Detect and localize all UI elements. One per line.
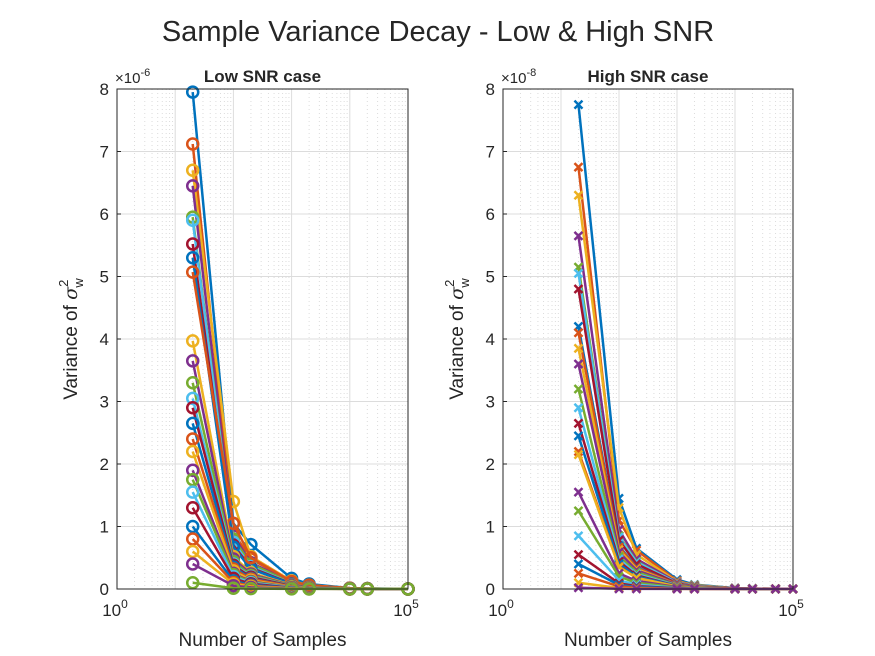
figure-title: Sample Variance Decay - Low & High SNR: [162, 16, 714, 48]
data-point-circle: [185, 391, 200, 406]
data-point-x: [573, 418, 584, 429]
data-point-x: [573, 162, 584, 173]
data-point-x: [573, 230, 584, 241]
y-tick-label: 8: [486, 80, 495, 99]
data-point-circle: [185, 416, 200, 431]
data-point-circle: [185, 576, 200, 590]
data-point-x: [573, 343, 584, 354]
data-point-circle: [185, 501, 200, 515]
data-point-circle: [185, 354, 200, 368]
panel-title: High SNR case: [588, 67, 709, 86]
data-point-circle: [185, 519, 200, 534]
y-tick-label: 1: [100, 518, 109, 537]
data-point-x: [573, 582, 584, 593]
x-axis-label: Number of Samples: [564, 630, 732, 651]
data-point-circle: [185, 265, 200, 279]
data-point-x: [573, 359, 584, 369]
y-tick-label: 4: [486, 330, 495, 349]
data-point-circle: [185, 179, 200, 193]
y-tick-label: 5: [486, 268, 495, 287]
data-point-x: [573, 505, 584, 516]
data-point-circle: [185, 376, 200, 390]
y-tick-label: 7: [100, 143, 109, 162]
y-tick-label: 2: [100, 455, 109, 474]
data-point-circle: [185, 251, 200, 265]
y-tick-label: 4: [100, 330, 109, 349]
data-point-circle: [185, 237, 200, 251]
data-point-x: [573, 327, 584, 338]
data-point-circle: [185, 432, 200, 446]
data-point-circle: [185, 472, 200, 487]
data-point-circle: [185, 137, 200, 151]
data-point-circle: [185, 401, 200, 415]
y-tick-label: 5: [100, 268, 109, 287]
data-point-circle: [244, 551, 258, 565]
data-point-x: [573, 384, 584, 394]
data-point-x: [573, 190, 584, 201]
y-tick-label: 0: [486, 580, 495, 599]
data-point-circle: [226, 581, 241, 595]
panel-title: Low SNR case: [204, 67, 321, 86]
grid: [117, 88, 408, 589]
x-axis-label: Number of Samples: [179, 630, 347, 651]
data-point-x: [573, 559, 584, 569]
data-point-circle: [185, 485, 200, 499]
y-tick-label: 3: [486, 393, 495, 412]
data-point-circle: [185, 557, 200, 571]
y-tick-label: 2: [486, 455, 495, 474]
y-tick-label: 0: [100, 580, 109, 599]
data-point-x: [573, 530, 584, 541]
y-axis-label: Variance of σ2w: [442, 278, 472, 400]
data-point-circle: [185, 334, 200, 348]
data-point-x: [573, 430, 584, 441]
data-point-x: [573, 446, 584, 457]
data-point-circle: [185, 444, 200, 459]
y-tick-label: 7: [486, 143, 495, 162]
data-point-x: [573, 449, 584, 460]
data-point-x: [573, 568, 584, 579]
data-point-x: [573, 284, 584, 294]
data-point-circle: [185, 85, 200, 99]
y-tick-label: 6: [486, 205, 495, 224]
data-point-circle: [185, 463, 200, 477]
data-point-circle: [185, 163, 200, 177]
y-tick-label: 6: [100, 205, 109, 224]
data-point-circle: [185, 532, 200, 546]
data-point-circle: [185, 544, 200, 559]
data-point-x: [573, 487, 584, 498]
y-axis-label: Variance of σ2w: [56, 278, 86, 400]
y-tick-label: 8: [100, 80, 109, 99]
y-tick-label: 1: [486, 518, 495, 537]
data-point-x: [573, 549, 584, 560]
data-point-circle: [185, 213, 200, 227]
data-point-x: [573, 99, 584, 110]
data-point-x: [573, 402, 584, 413]
y-tick-label: 3: [100, 393, 109, 412]
data-point-x: [573, 268, 584, 279]
